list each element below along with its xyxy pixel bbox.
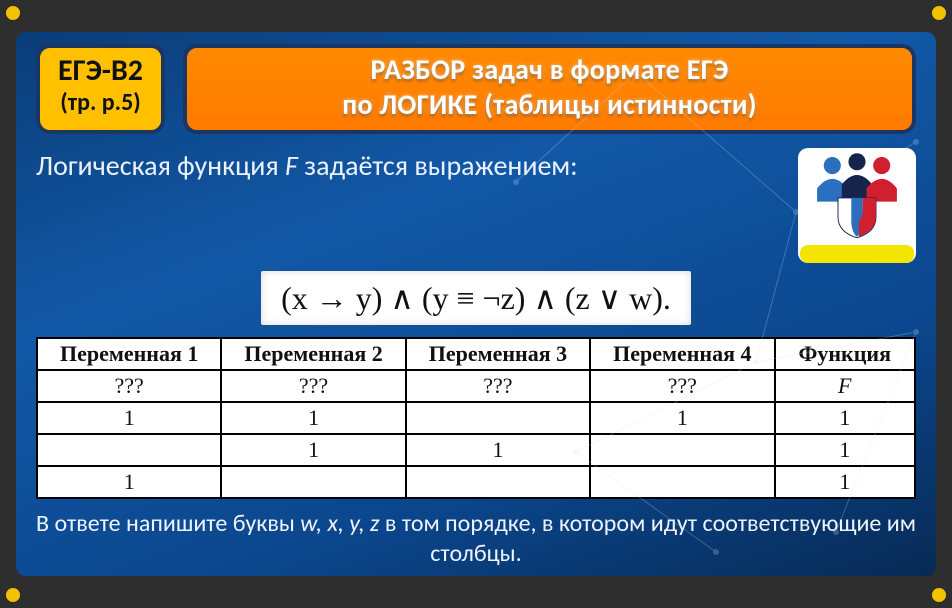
table-cell: 1 (406, 434, 590, 466)
table-cell (406, 402, 590, 434)
truth-table: Переменная 1Переменная 2Переменная 3Пере… (36, 337, 916, 499)
exam-badge: ЕГЭ-В2 (тр. р.5) (36, 44, 165, 134)
table-header-cell: Функция (775, 338, 916, 370)
rosobrnadzor-icon (800, 152, 914, 238)
table-row: 11 (37, 466, 915, 498)
table-row: 111 (37, 434, 915, 466)
table-cell (590, 466, 774, 498)
table-cell: 1 (775, 466, 916, 498)
table-subheader-cell: ??? (221, 370, 405, 402)
table-subheader-cell: F (775, 370, 916, 402)
logo-container (798, 148, 916, 265)
corner-dot-bottom-left (6, 588, 20, 602)
badge-line1: ЕГЭ-В2 (58, 54, 143, 89)
table-subheader-cell: ??? (406, 370, 590, 402)
corner-dot-bottom-right (932, 588, 946, 602)
table-cell: 1 (775, 434, 916, 466)
table-header-cell: Переменная 1 (37, 338, 221, 370)
table-header-cell: Переменная 2 (221, 338, 405, 370)
title-box: РАЗБОР задач в формате ЕГЭ по ЛОГИКЕ (та… (183, 44, 916, 134)
prompt-after: задаётся выражением: (298, 148, 578, 183)
table-subheader-row: ????????????F (37, 370, 915, 402)
table-header-cell: Переменная 3 (406, 338, 590, 370)
table-cell (406, 466, 590, 498)
answer-before: В ответе напишите буквы (36, 509, 300, 538)
corner-dot-top-right (932, 6, 946, 20)
table-row: 1111 (37, 402, 915, 434)
table-cell (37, 434, 221, 466)
formula: (x → y) ∧ (y ≡ ¬z) ∧ (z ∨ w). (261, 271, 691, 325)
table-header-cell: Переменная 4 (590, 338, 774, 370)
table-cell: 1 (775, 402, 916, 434)
table-subheader-cell: ??? (590, 370, 774, 402)
table-cell (221, 466, 405, 498)
answer-note: В ответе напишите буквы w, x, y, z в том… (36, 509, 916, 569)
table-header-row: Переменная 1Переменная 2Переменная 3Пере… (37, 338, 915, 370)
answer-vars: w, x, y, z (300, 509, 379, 538)
prompt-before: Логическая функция (36, 148, 285, 183)
title-line2: по ЛОГИКЕ (таблицы истинности) (213, 87, 886, 122)
title-line1: РАЗБОР задач в формате ЕГЭ (213, 52, 886, 87)
logo-card (798, 148, 916, 263)
prompt-F: F (285, 148, 298, 183)
table-cell: 1 (37, 466, 221, 498)
header-row: ЕГЭ-В2 (тр. р.5) РАЗБОР задач в формате … (36, 44, 916, 134)
badge-line2: (тр. р.5) (58, 89, 143, 117)
table-cell: 1 (221, 434, 405, 466)
slide: ЕГЭ-В2 (тр. р.5) РАЗБОР задач в формате … (16, 32, 936, 576)
answer-after: в том порядке, в котором идут соответств… (380, 509, 917, 568)
table-cell: 1 (37, 402, 221, 434)
logo-caption-bar (800, 245, 914, 263)
formula-container: (x → y) ∧ (y ≡ ¬z) ∧ (z ∨ w). (36, 271, 916, 325)
table-cell: 1 (221, 402, 405, 434)
table-cell (590, 434, 774, 466)
corner-dot-top-left (6, 6, 20, 20)
table-subheader-cell: ??? (37, 370, 221, 402)
prompt-row: Логическая функция F задаётся выражением… (36, 148, 916, 265)
prompt-text: Логическая функция F задаётся выражением… (36, 148, 788, 183)
table-cell: 1 (590, 402, 774, 434)
